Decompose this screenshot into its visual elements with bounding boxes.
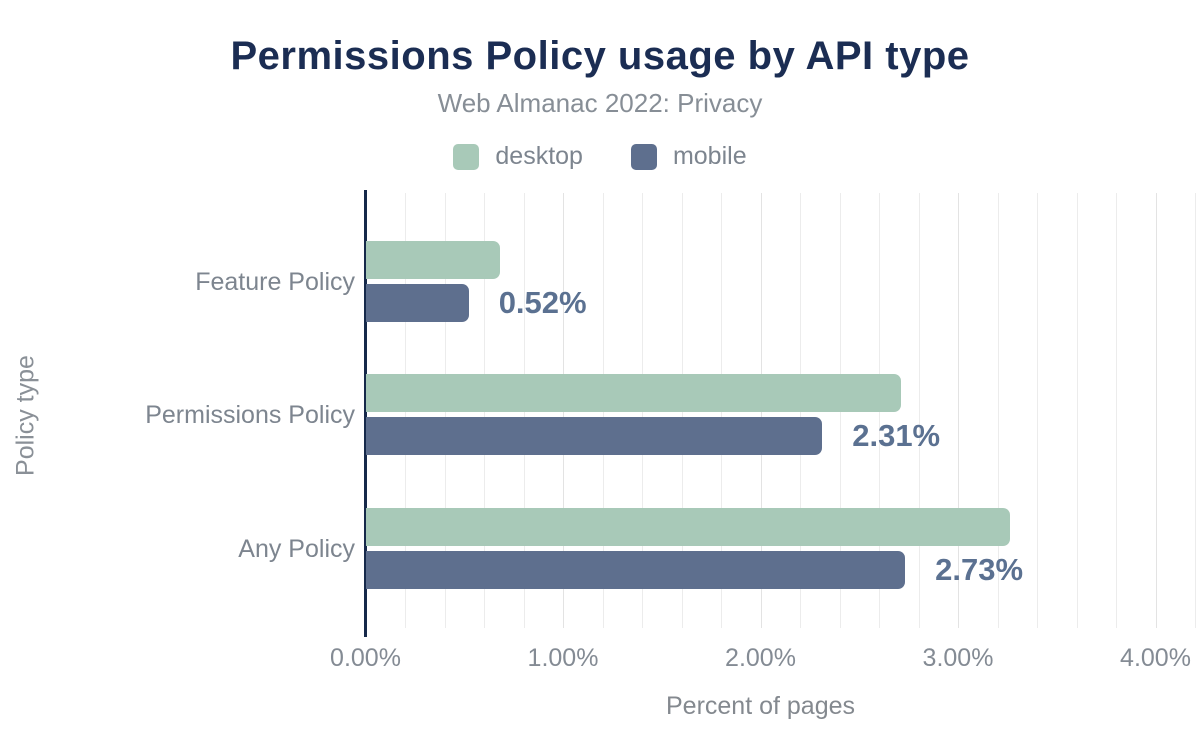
desktop-swatch-icon [453,143,480,170]
category-label: Any Policy [238,534,355,563]
bar-mobile-2 [366,551,906,589]
x-axis-title: Percent of pages [665,692,855,720]
legend-label-mobile: mobile [672,142,747,170]
y-axis-line [364,190,367,637]
gridline [918,193,920,628]
x-tick-label: 1.00% [527,644,599,672]
legend-item-desktop[interactable]: desktop [453,142,583,171]
category-label: Feature Policy [195,267,355,296]
bar-desktop-0 [366,241,501,279]
bar-desktop-1 [366,374,902,412]
gridline [1116,193,1117,628]
gridline [997,193,999,628]
gridline [958,193,959,628]
x-tick-label: 0.00% [330,644,401,672]
legend: desktop mobile [0,142,1200,171]
bar-mobile-0 [366,284,469,322]
chart-title: Permissions Policy usage by API type [230,34,970,78]
gridline [1076,193,1078,628]
mobile-swatch-icon [630,143,657,170]
value-label: 2.73% [935,552,1024,587]
x-tick-label: 3.00% [922,644,994,672]
bar-mobile-1 [366,417,823,455]
x-tick-label: 2.00% [725,644,796,672]
gridline [1155,193,1157,628]
gridline [1037,193,1038,628]
legend-item-mobile[interactable]: mobile [630,142,747,171]
chart-subtitle: Web Almanac 2022: Privacy [437,88,763,118]
category-label: Permissions Policy [145,400,355,429]
x-tick-label: 4.00% [1120,644,1191,672]
bar-desktop-2 [366,508,1010,546]
value-label: 2.31% [852,418,941,453]
gridline [1195,193,1196,628]
value-label: 0.52% [498,285,587,320]
legend-label-desktop: desktop [495,142,583,170]
